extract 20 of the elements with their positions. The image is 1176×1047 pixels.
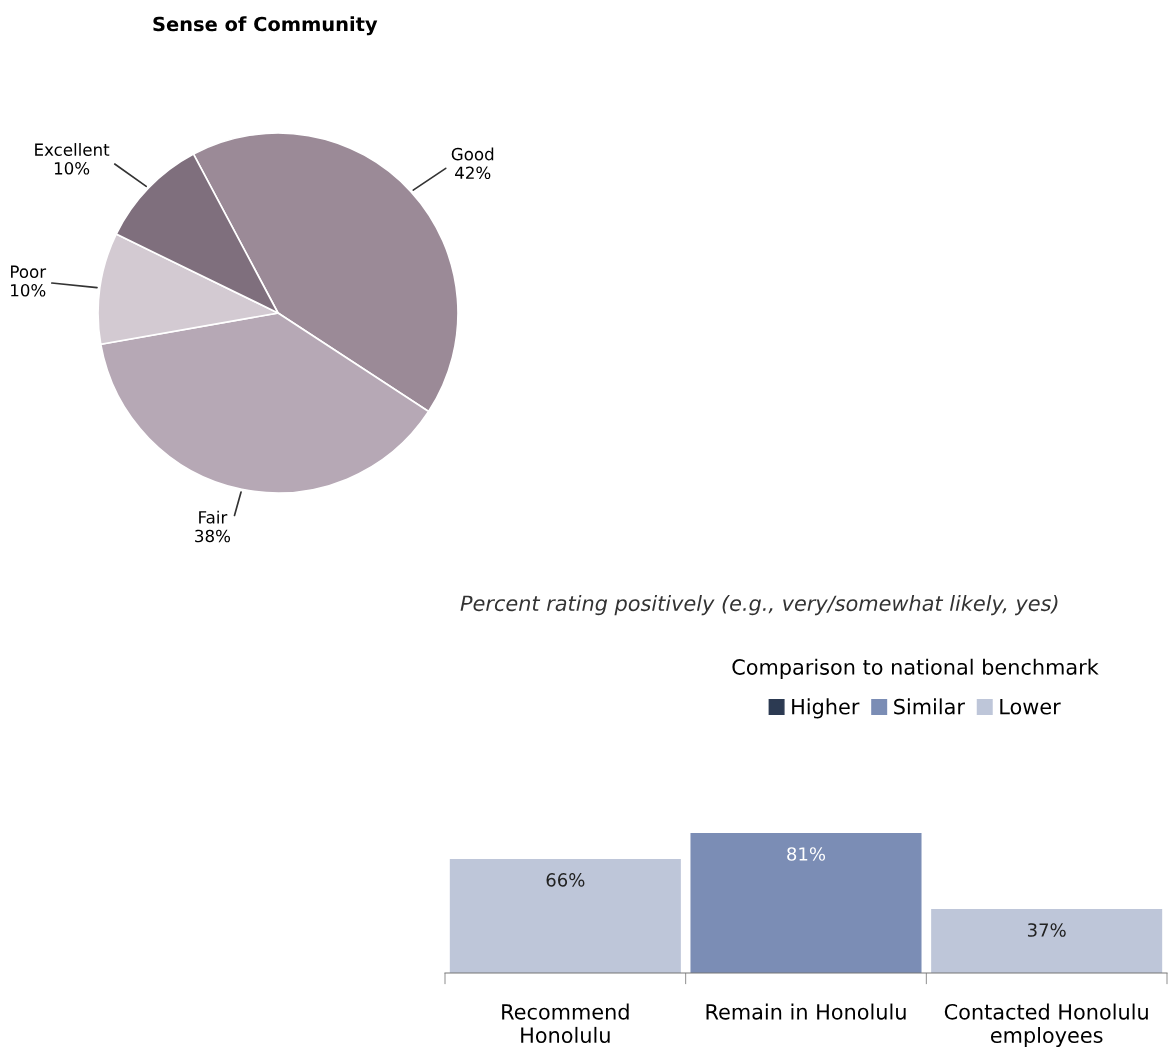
x-tick-label: Contacted Honolulu employees bbox=[944, 1003, 1148, 1047]
legend-label: Similar bbox=[894, 698, 965, 715]
legend-label: Higher bbox=[792, 698, 860, 719]
data-label: 10% bbox=[54, 162, 90, 175]
chart-title: Sense of Community bbox=[153, 16, 378, 36]
slice-label: Poor bbox=[11, 265, 47, 278]
legend-label: Lower bbox=[1000, 699, 1061, 715]
slice-label: Good bbox=[451, 147, 494, 161]
x-tick-label: Recommend Honolulu bbox=[502, 1003, 629, 1044]
data-label: 66% bbox=[546, 873, 585, 887]
slice-label: Fair bbox=[199, 510, 228, 524]
text: Percent rating positively (e.g., very/somewhat likely, yes) bbox=[460, 595, 1058, 616]
slice-label: Excellent bbox=[35, 143, 110, 156]
legend-title: Comparison to national benchmark bbox=[732, 658, 1099, 679]
data-label: 38% bbox=[195, 529, 231, 543]
data-label: 37% bbox=[1027, 923, 1066, 937]
data-label: 42% bbox=[455, 166, 491, 180]
data-label: 10% bbox=[11, 284, 46, 297]
x-tick-label: Remain in Honolulu bbox=[706, 1003, 906, 1020]
data-label: 81% bbox=[787, 847, 826, 861]
